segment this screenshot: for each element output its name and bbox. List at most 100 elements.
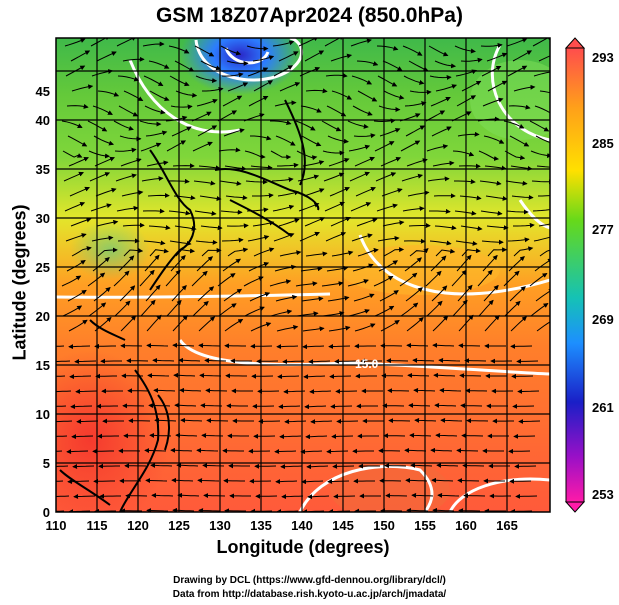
streamline: [529, 272, 548, 287]
streamline: [532, 38, 550, 47]
streamline: [437, 492, 460, 498]
streamline: [171, 126, 192, 137]
streamline: [87, 272, 106, 287]
streamline: [250, 165, 273, 170]
streamline: [68, 344, 91, 350]
streamline: [353, 293, 375, 302]
streamline: [350, 38, 372, 47]
streamline: [301, 135, 322, 147]
streamline: [141, 176, 164, 182]
streamline: [279, 434, 302, 440]
streamline: [192, 141, 213, 152]
streamline: [322, 150, 345, 156]
streamline: [93, 135, 114, 146]
streamline: [173, 372, 196, 378]
streamline: [464, 358, 487, 364]
streamline: [56, 375, 66, 377]
streamline: [198, 165, 221, 171]
streamline: [480, 42, 503, 48]
streamline: [536, 165, 550, 168]
streamline: [427, 176, 450, 182]
streamline: [280, 464, 303, 470]
streamline: [271, 177, 294, 183]
x-tick: 165: [496, 518, 518, 533]
streamline: [269, 279, 292, 287]
streamline: [95, 187, 117, 197]
streamline: [170, 447, 193, 453]
streamline: [432, 507, 455, 512]
streamline: [331, 434, 354, 440]
streamline: [196, 447, 219, 453]
streamline: [461, 80, 482, 92]
streamline: [167, 178, 190, 184]
streamline: [538, 55, 550, 62]
streamline: [247, 235, 270, 242]
y-axis-label: Latitude (degrees): [9, 204, 30, 361]
streamline: [409, 89, 432, 95]
streamline: [70, 217, 92, 227]
streamline: [171, 285, 187, 302]
streamline: [465, 388, 488, 394]
contour-label: 15.0: [355, 357, 379, 371]
streamline: [486, 225, 509, 231]
streamline: [535, 135, 550, 143]
streamline: [402, 206, 425, 212]
streamline: [409, 432, 432, 438]
streamline: [217, 273, 236, 287]
streamline: [218, 303, 237, 317]
streamline: [354, 156, 375, 167]
streamline: [406, 507, 429, 512]
streamline: [506, 209, 529, 215]
streamline: [253, 80, 274, 92]
streamline: [197, 125, 218, 137]
streamline: [436, 462, 459, 468]
streamline: [147, 193, 170, 199]
streamline: [227, 247, 249, 257]
streamline: [281, 494, 304, 500]
streamline: [322, 311, 345, 317]
streamline: [246, 45, 269, 52]
streamline: [272, 204, 295, 212]
streamline: [507, 65, 528, 77]
colorbar: 293 285 277 269 261 253: [564, 37, 614, 513]
streamline: [477, 116, 500, 122]
streamline: [121, 190, 144, 197]
streamline: [244, 306, 265, 317]
streamline: [203, 492, 226, 498]
streamline: [64, 38, 86, 47]
streamline: [324, 38, 345, 47]
streamline: [503, 270, 520, 287]
streamline: [88, 150, 111, 159]
streamline: [123, 90, 144, 102]
streamline: [278, 404, 301, 410]
streamline: [154, 417, 177, 423]
x-tick: 145: [332, 518, 354, 533]
streamline: [439, 387, 462, 393]
y-tick: 40: [36, 113, 50, 128]
streamline: [142, 208, 165, 214]
streamline: [272, 40, 295, 47]
streamline: [72, 464, 95, 469]
streamline: [148, 402, 171, 408]
streamline: [140, 299, 156, 317]
streamline: [253, 247, 275, 257]
streamline: [321, 120, 342, 132]
streamline: [481, 65, 502, 77]
colorbar-label: 261: [592, 400, 614, 415]
streamline: [196, 98, 218, 107]
colorbar-label: 285: [592, 136, 614, 151]
streamline: [145, 477, 168, 483]
streamline: [461, 433, 484, 439]
streamline: [92, 257, 110, 272]
streamline: [326, 449, 349, 454]
streamline: [284, 419, 307, 425]
streamline: [247, 67, 269, 77]
streamline: [309, 389, 332, 395]
streamline: [425, 110, 446, 122]
streamline: [539, 249, 550, 257]
streamline: [66, 449, 89, 455]
streamline: [382, 220, 405, 227]
streamline: [348, 144, 371, 152]
x-tick: 135: [250, 518, 272, 533]
streamline: [485, 195, 508, 201]
